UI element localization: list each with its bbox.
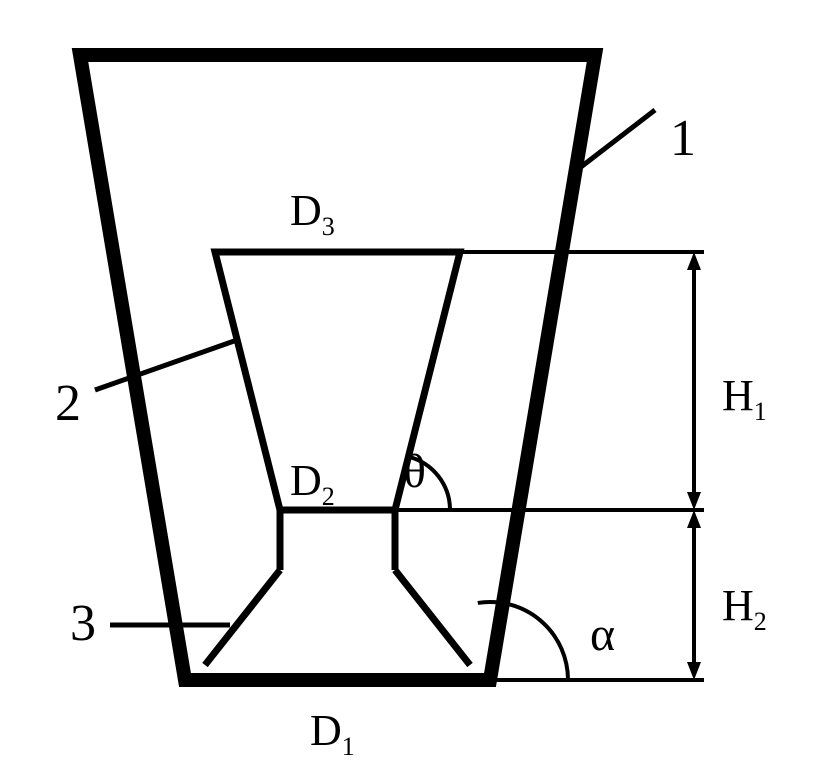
inner-lower-left-slant: [205, 570, 280, 665]
label-theta: θ: [403, 445, 426, 498]
callout-1: 1: [670, 110, 696, 167]
inner-lower-right-slant: [395, 570, 470, 665]
arrowhead: [687, 662, 701, 680]
label-d1: D1: [310, 706, 355, 761]
label-d3: D3: [290, 186, 335, 241]
label-h1: H1: [722, 371, 767, 426]
callout-2: 2: [55, 375, 81, 432]
engineering-diagram: D1 D2 D3 H1 H2 θ α 1 2 3: [0, 0, 816, 763]
arrowhead: [687, 510, 701, 528]
callout-3: 3: [70, 595, 96, 652]
leader-2: [95, 340, 237, 390]
arrowhead: [687, 492, 701, 510]
arrowhead: [687, 252, 701, 270]
label-h2: H2: [722, 581, 767, 636]
label-d2: D2: [290, 456, 335, 511]
label-alpha: α: [590, 608, 615, 661]
